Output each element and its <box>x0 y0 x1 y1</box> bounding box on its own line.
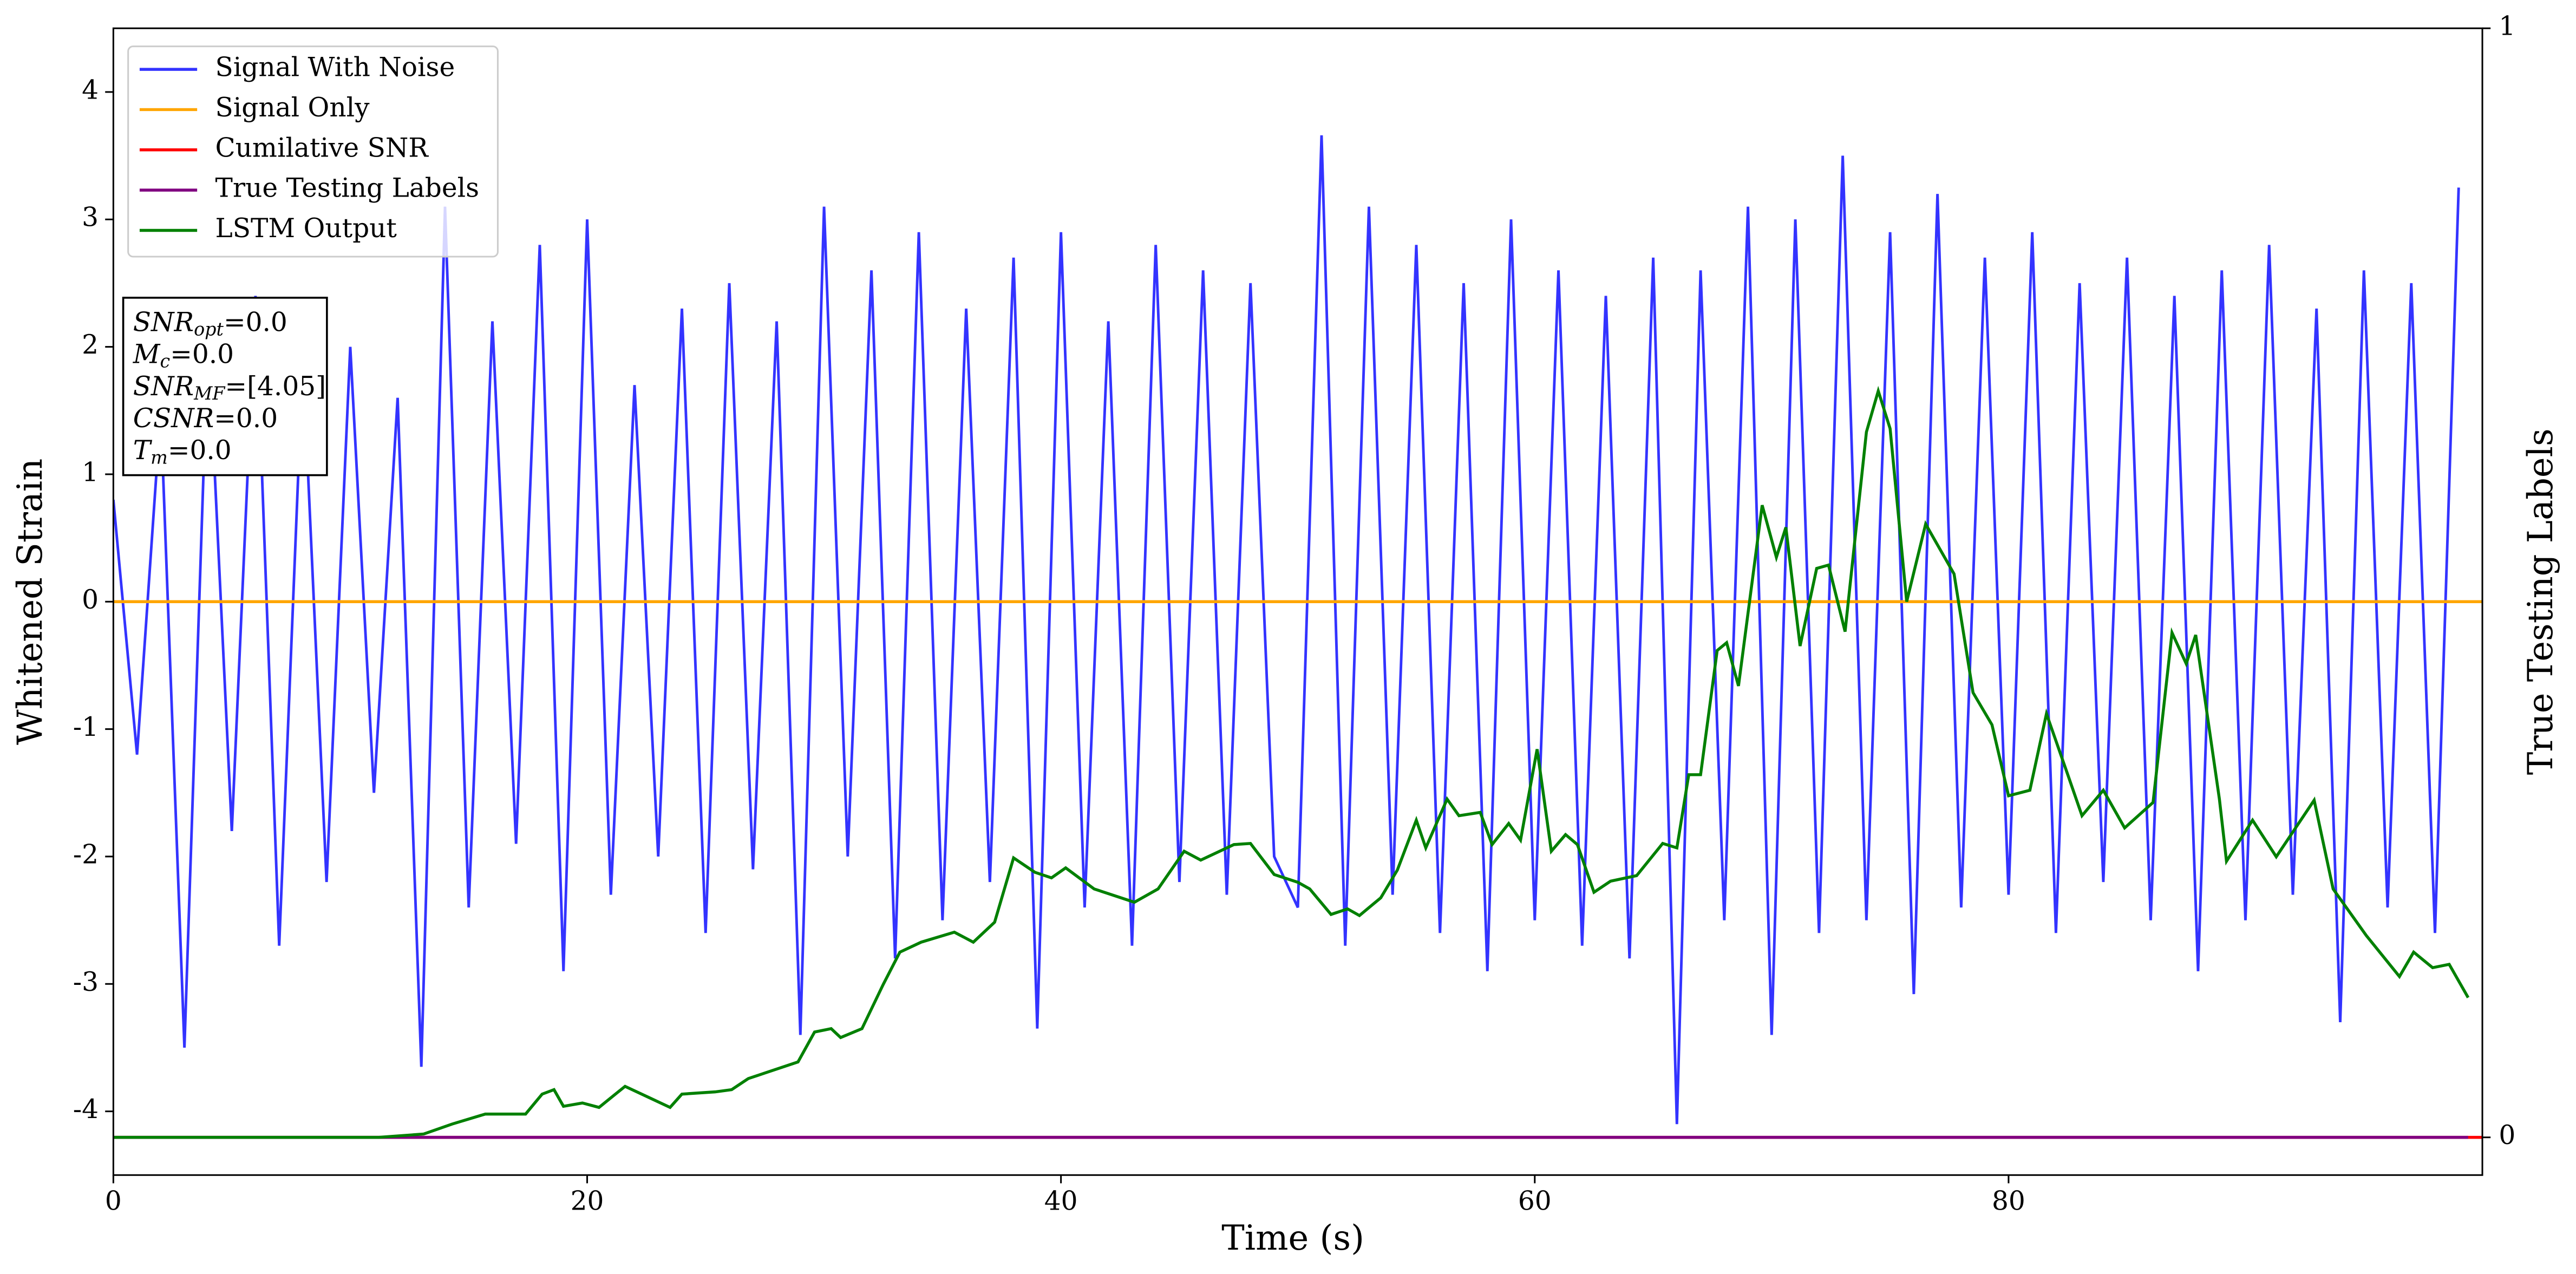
y-tick-label: 4 <box>82 75 99 105</box>
legend-label: True Testing Labels <box>215 173 480 204</box>
x-tick-label: 0 <box>105 1186 122 1216</box>
y-tick-label: -2 <box>73 839 99 870</box>
y-tick-label: 2 <box>82 330 99 360</box>
x-axis-label: Time (s) <box>1221 1218 1364 1258</box>
y2-tick-label: 0 <box>2499 1120 2515 1151</box>
series-line <box>113 135 2460 1125</box>
annotation: Tm=0.0 <box>133 435 232 468</box>
annotation-value: =0.0 <box>170 339 234 369</box>
annotation: CSNR=0.0 <box>133 403 278 433</box>
y2-axis-label: True Testing Labels <box>2521 428 2561 775</box>
legend: Signal With Noise Signal Only Cumilative S… <box>127 45 499 258</box>
x-tick-label: 60 <box>1518 1186 1552 1216</box>
y-tick-label: -3 <box>73 967 99 997</box>
y-tick-label: -4 <box>73 1094 99 1125</box>
annotation-symbol: CSNR <box>133 403 214 433</box>
y2-tick-label: 1 <box>2499 11 2515 42</box>
x-tick-label: 40 <box>1044 1186 1078 1216</box>
annotation-value: =[4.05] <box>225 371 326 401</box>
annotation-frame <box>122 297 328 476</box>
legend-box <box>127 45 499 258</box>
annotation-symbol: SNR <box>133 371 194 401</box>
y-tick-label: 3 <box>82 202 99 233</box>
y-tick-label: -1 <box>73 712 99 742</box>
x-tick-label: 80 <box>1992 1186 2025 1216</box>
annotation-value: =0.0 <box>168 435 232 466</box>
x-tick-label: 20 <box>571 1186 604 1216</box>
annotation-symbol: T <box>133 435 153 466</box>
annotation-subscript: m <box>151 447 168 468</box>
y-axis-label: Whitened Strain <box>10 459 50 745</box>
legend-label: Signal Only <box>215 93 370 123</box>
annotation-symbol: SNR <box>133 307 194 337</box>
y-tick-label: 0 <box>82 585 99 615</box>
legend-label: Cumilative SNR <box>215 133 429 163</box>
annotation-value: =0.0 <box>214 403 278 433</box>
annotation: Mc=0.0 <box>133 339 234 372</box>
annotation: SNRopt=0.0 <box>133 307 287 340</box>
y-tick-label: 1 <box>82 457 99 487</box>
annotation-subscript: MF <box>193 383 226 404</box>
annotation: SNRMF=[4.05] <box>133 371 326 404</box>
annotation-subscript: opt <box>194 319 224 340</box>
annotation-box: SNRopt=0.0Mc=0.0SNRMF=[4.05]CSNR=0.0Tm=0… <box>122 297 328 476</box>
annotation-symbol: M <box>133 339 161 369</box>
annotation-value: =0.0 <box>224 307 287 337</box>
legend-label: Signal With Noise <box>215 53 455 83</box>
annotation-subscript: c <box>160 351 171 372</box>
series-line <box>113 386 2470 1139</box>
legend-label: LSTM Output <box>215 213 397 244</box>
